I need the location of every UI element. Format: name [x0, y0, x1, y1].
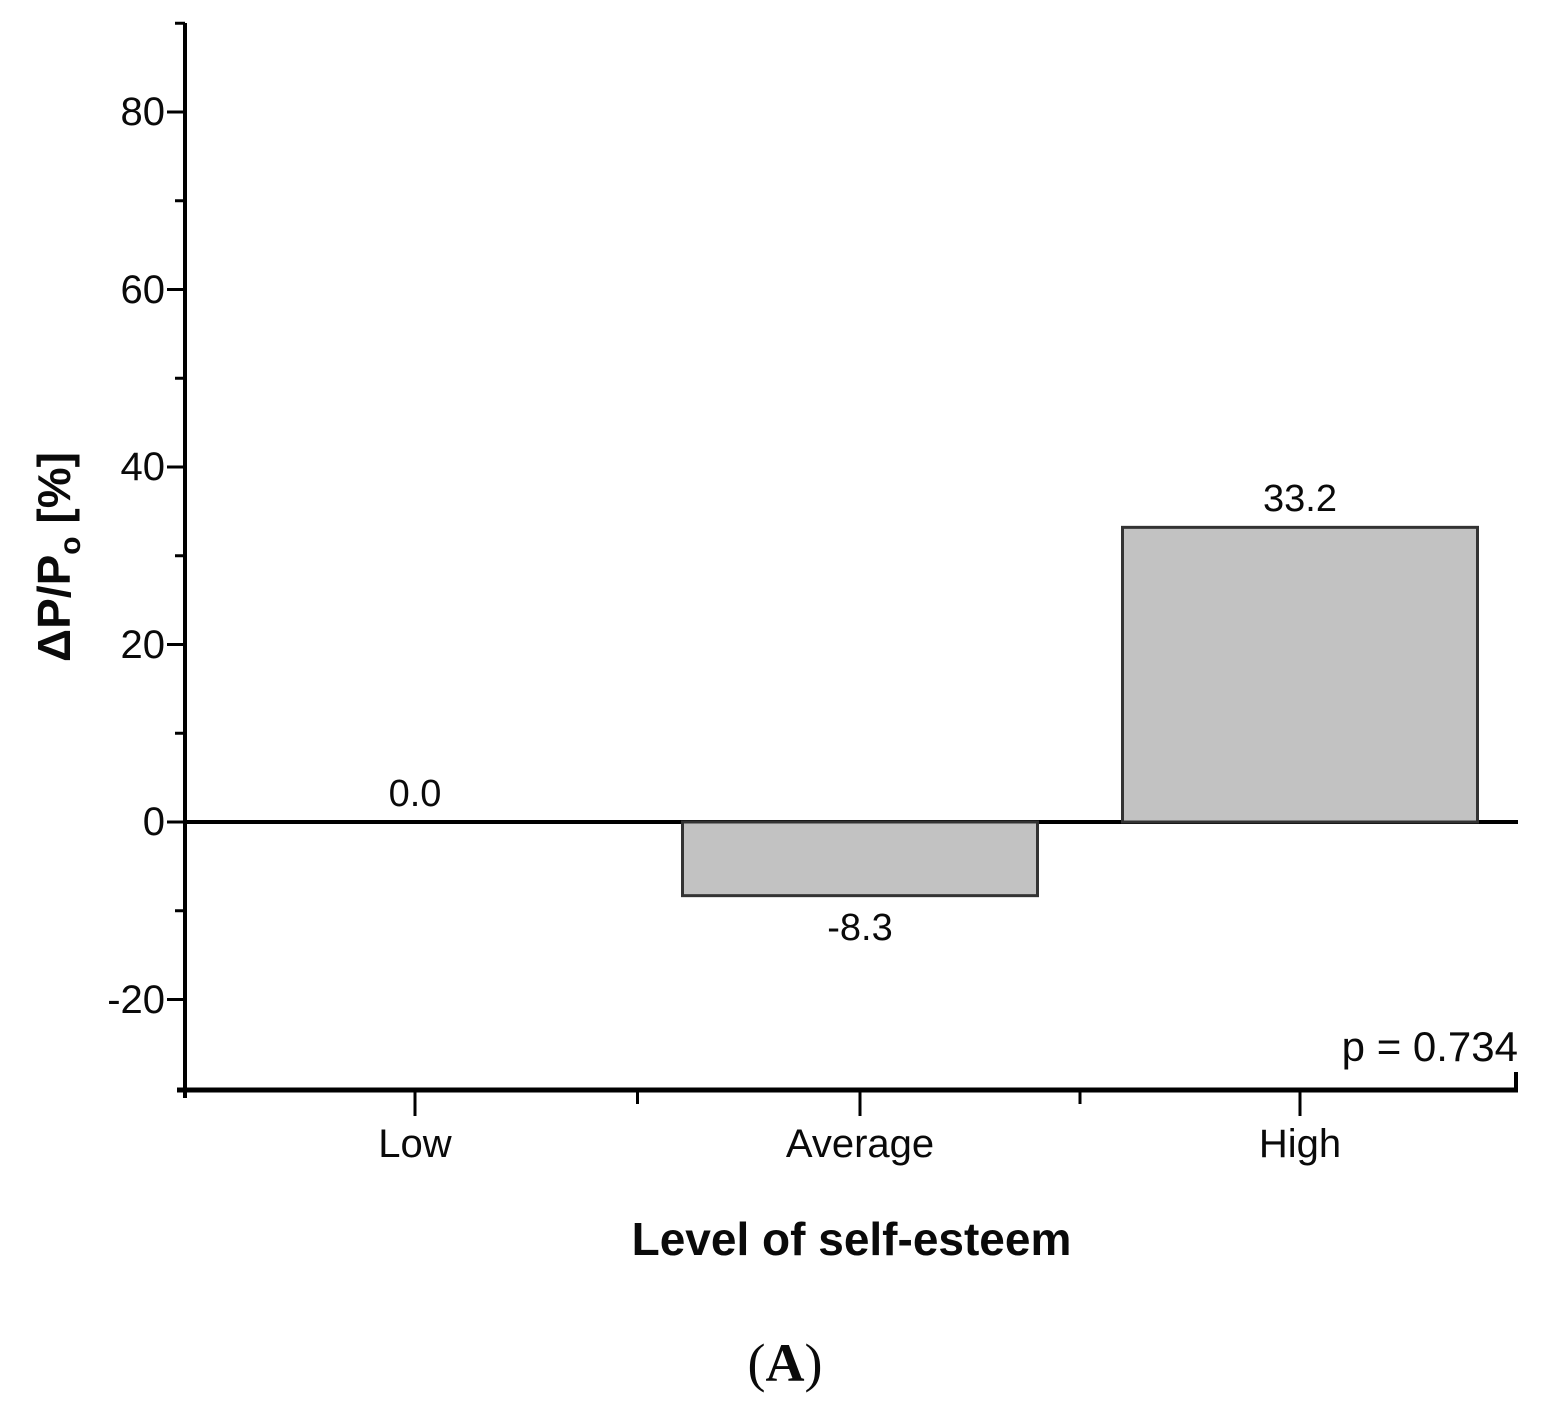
bar-value-label: 33.2 — [1263, 478, 1337, 521]
y-tick-label: 40 — [120, 445, 166, 489]
bar-value-label: 0.0 — [388, 773, 442, 815]
p-value-annotation: p = 0.734 — [1341, 1023, 1518, 1070]
x-category-label-average: Average — [785, 1122, 935, 1166]
y-tick-label: 60 — [120, 267, 166, 312]
bar-average — [681, 820, 1039, 898]
panel-caption: (A) — [14, 1332, 1542, 1394]
y-axis-title-subscript: o — [54, 536, 88, 555]
caption-paren-open: ( — [747, 1333, 766, 1393]
y-tick-label: 20 — [120, 622, 166, 667]
x-category-label-high: High — [1258, 1122, 1342, 1166]
y-tick-label: 0 — [142, 800, 165, 844]
x-category-label-low: Low — [378, 1122, 452, 1166]
x-axis-title: Level of self-esteem — [631, 1213, 1072, 1265]
caption-letter: A — [765, 1333, 805, 1393]
bar-value-label: -8.3 — [827, 906, 893, 949]
caption-paren-close: ) — [804, 1333, 823, 1393]
bar-high — [1121, 525, 1479, 824]
y-tick-label: 80 — [120, 90, 166, 134]
y-tick-label: -20 — [107, 977, 165, 1022]
